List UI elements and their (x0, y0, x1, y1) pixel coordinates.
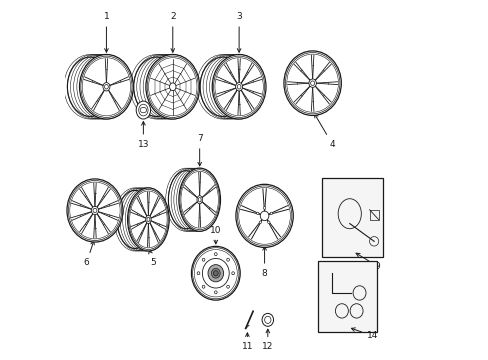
Ellipse shape (104, 85, 108, 89)
Ellipse shape (80, 54, 133, 119)
Ellipse shape (145, 54, 199, 119)
Ellipse shape (67, 179, 122, 242)
Ellipse shape (214, 291, 217, 294)
Ellipse shape (256, 212, 258, 215)
Ellipse shape (214, 253, 217, 256)
Ellipse shape (191, 246, 240, 300)
Text: 4: 4 (314, 114, 334, 149)
Ellipse shape (212, 54, 265, 119)
Ellipse shape (235, 82, 242, 91)
Ellipse shape (207, 265, 223, 282)
Text: 5: 5 (148, 250, 156, 267)
Text: 6: 6 (83, 241, 94, 267)
Ellipse shape (202, 258, 204, 261)
Ellipse shape (270, 212, 272, 215)
Ellipse shape (202, 285, 204, 288)
Ellipse shape (237, 85, 241, 89)
Ellipse shape (91, 206, 99, 215)
Ellipse shape (211, 269, 220, 278)
Ellipse shape (308, 79, 316, 87)
Ellipse shape (259, 221, 261, 224)
Text: 7: 7 (196, 134, 202, 166)
Ellipse shape (179, 168, 220, 231)
Ellipse shape (93, 208, 97, 213)
Text: 10: 10 (210, 226, 221, 244)
Ellipse shape (136, 101, 150, 119)
Text: 2: 2 (170, 12, 175, 52)
Ellipse shape (263, 207, 265, 209)
Ellipse shape (226, 258, 229, 261)
Text: 12: 12 (262, 329, 273, 351)
Ellipse shape (262, 314, 273, 326)
Ellipse shape (267, 221, 269, 224)
Ellipse shape (235, 184, 293, 247)
Ellipse shape (169, 83, 176, 91)
Ellipse shape (145, 215, 151, 224)
FancyBboxPatch shape (322, 178, 383, 257)
Ellipse shape (213, 271, 218, 276)
Ellipse shape (231, 272, 234, 275)
Ellipse shape (284, 51, 341, 116)
Text: 3: 3 (236, 12, 242, 52)
Text: 11: 11 (241, 333, 253, 351)
Ellipse shape (226, 285, 229, 288)
Ellipse shape (198, 198, 201, 202)
Ellipse shape (260, 211, 268, 221)
Text: 13: 13 (137, 122, 149, 149)
Text: 8: 8 (261, 247, 267, 278)
Ellipse shape (146, 217, 149, 222)
Ellipse shape (310, 81, 314, 85)
Text: 9: 9 (355, 253, 379, 271)
FancyBboxPatch shape (318, 261, 376, 332)
Ellipse shape (197, 272, 200, 275)
Text: 14: 14 (351, 328, 378, 341)
Ellipse shape (197, 195, 202, 204)
Text: 1: 1 (103, 12, 109, 52)
Ellipse shape (127, 188, 169, 251)
Ellipse shape (103, 82, 110, 91)
